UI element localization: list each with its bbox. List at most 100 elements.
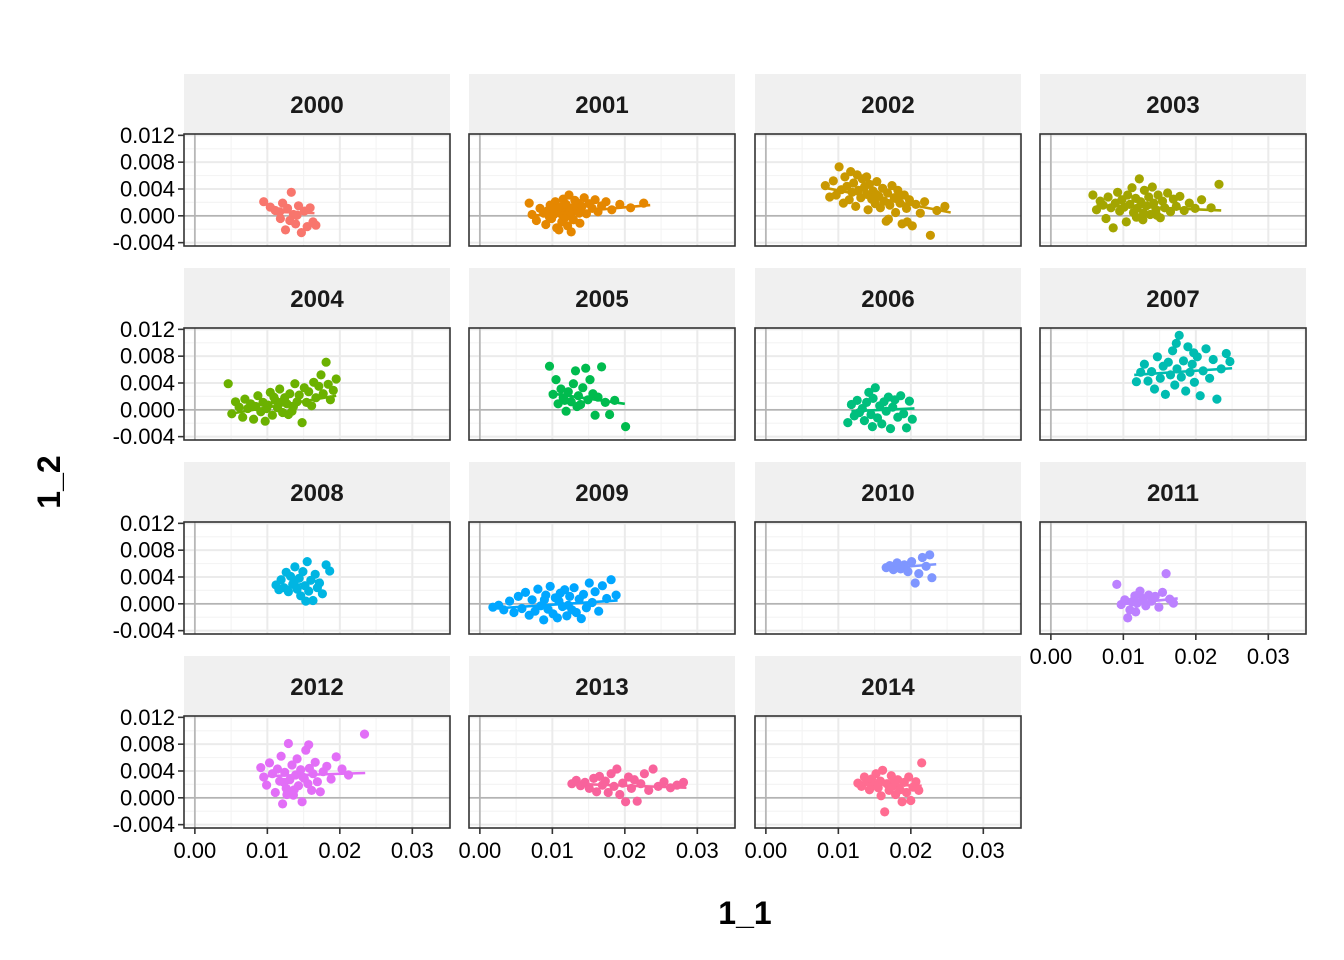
data-point [527, 595, 537, 605]
data-point [568, 379, 579, 389]
data-point [907, 557, 917, 567]
y-tick-label: 0.008 [120, 344, 175, 369]
data-point [563, 387, 573, 397]
data-point [1091, 205, 1102, 215]
y-tick-label: -0.004 [113, 812, 175, 837]
data-point [256, 763, 266, 773]
data-point [1163, 188, 1173, 198]
data-point [1171, 338, 1181, 348]
data-point [270, 787, 280, 798]
data-point [563, 600, 573, 610]
data-point [303, 779, 313, 789]
data-point [310, 569, 320, 579]
data-point [917, 758, 927, 768]
data-point [331, 752, 341, 762]
x-tick-label: 0.03 [1247, 644, 1290, 669]
data-point [1154, 602, 1164, 612]
data-point [644, 785, 654, 796]
facet-strip [469, 74, 735, 134]
data-point [1103, 192, 1113, 202]
y-tick-label: -0.004 [113, 230, 175, 255]
data-point [539, 615, 549, 625]
data-point [917, 552, 928, 563]
panel-border [1039, 327, 1307, 441]
data-point [565, 591, 575, 602]
data-point [1108, 223, 1118, 233]
data-point [283, 587, 293, 597]
y-tick-label: 0.000 [120, 203, 175, 228]
facet-strip [755, 656, 1021, 716]
data-point [287, 760, 297, 770]
panel-background [755, 328, 1021, 440]
y-tick-label: 0.004 [120, 758, 175, 783]
data-point [849, 178, 859, 188]
data-point [314, 381, 324, 391]
trend-line [885, 562, 937, 570]
data-point [877, 419, 887, 429]
data-point [925, 550, 935, 560]
data-point [223, 379, 233, 389]
data-point [1139, 208, 1149, 218]
data-point [278, 799, 288, 809]
facet-strip-label: 2012 [290, 674, 343, 701]
trend-line [548, 391, 626, 406]
data-point [1127, 183, 1137, 193]
data-point [520, 587, 531, 598]
data-point [1152, 210, 1162, 220]
y-tick-label: 0.008 [120, 538, 175, 563]
panel-border [468, 521, 736, 635]
data-point [312, 777, 322, 787]
data-point [1176, 372, 1186, 382]
data-point [289, 785, 299, 795]
panel-background [755, 522, 1021, 634]
data-point [322, 761, 332, 771]
panel-border [468, 327, 736, 441]
data-point [579, 193, 589, 203]
data-point [524, 198, 534, 208]
data-point [1120, 595, 1130, 605]
data-point [1201, 344, 1211, 354]
data-point [1150, 591, 1160, 602]
data-point [283, 738, 293, 749]
x-tick-label: 0.03 [676, 838, 719, 863]
facet-strip-label: 2006 [861, 286, 914, 313]
data-point [851, 201, 861, 211]
data-point [541, 219, 551, 230]
data-point [1195, 391, 1205, 401]
data-point [297, 797, 307, 807]
facet-strip [184, 268, 450, 328]
data-point [901, 787, 912, 798]
data-point [581, 603, 592, 613]
data-point [872, 177, 882, 187]
panel-border [1039, 133, 1307, 247]
data-point [545, 581, 555, 592]
data-point [530, 606, 540, 616]
data-point [904, 396, 915, 406]
panel-border [183, 521, 451, 635]
data-point [305, 203, 315, 213]
data-point [597, 581, 608, 591]
data-point [585, 375, 595, 385]
data-point [310, 757, 320, 767]
x-tick-label: 0.03 [962, 838, 1005, 863]
data-point [325, 566, 335, 576]
panel-background [1040, 134, 1306, 246]
data-point [292, 754, 302, 764]
data-point [290, 562, 300, 572]
y-tick-label: 0.008 [120, 150, 175, 175]
data-point [290, 379, 300, 389]
data-point [581, 363, 591, 373]
facet-strip [1040, 462, 1306, 522]
facet-strip-label: 2013 [575, 674, 628, 701]
data-point [560, 395, 570, 405]
trend-line [856, 782, 922, 788]
trend-line [827, 187, 951, 214]
data-point [1149, 384, 1160, 394]
data-point [632, 796, 642, 806]
y-tick-label: 0.012 [120, 123, 175, 148]
y-tick-label: 0.012 [120, 317, 175, 342]
data-point [902, 217, 912, 227]
x-tick-label: 0.02 [889, 838, 932, 863]
data-point [343, 770, 354, 780]
